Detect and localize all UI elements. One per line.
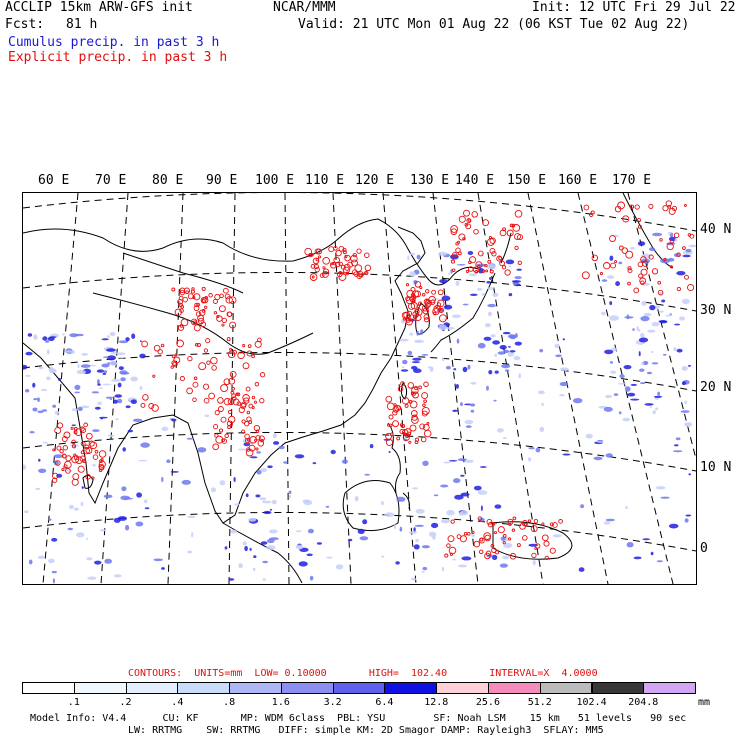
color-bar-swatch [280, 682, 334, 694]
fcst-value: 81 h [66, 17, 98, 32]
lon-label: 130 E [410, 173, 450, 188]
color-bar-swatch [384, 682, 438, 694]
lon-label: 90 E [206, 173, 238, 188]
color-bar-swatch [332, 682, 386, 694]
color-bar-tick-label: .2 [119, 697, 132, 708]
units-label: mm [698, 697, 711, 708]
color-bar-swatch [436, 682, 489, 694]
color-bar-swatch [539, 682, 593, 694]
color-bar-tick-label: 25.6 [475, 697, 500, 708]
valid-time: Valid: 21 UTC Mon 01 Aug 22 (06 KST Tue … [298, 17, 690, 32]
lon-label: 150 E [507, 173, 547, 188]
lat-label: 20 N [700, 380, 732, 395]
lat-label: 0 [700, 541, 708, 556]
color-bar-tick-label: 204.8 [628, 697, 659, 708]
lon-label: 140 E [455, 173, 495, 188]
color-bar-swatch [229, 682, 282, 694]
cumulus-precip-layer [23, 232, 696, 584]
map-canvas [23, 193, 696, 584]
fcst-label: Fcst: [5, 17, 45, 32]
color-bar-tick-label: .8 [223, 697, 236, 708]
color-bar-tick-label: 102.4 [576, 697, 607, 708]
lon-label: 80 E [152, 173, 184, 188]
explicit-legend-label: Explicit precip. in past 3 h [8, 50, 228, 65]
color-bar-tick-label: 1.6 [271, 697, 290, 708]
color-bar-tick-label: 12.8 [424, 697, 449, 708]
model-title: ACCLIP 15km ARW-GFS init [5, 0, 193, 15]
center-title: NCAR/MMM [273, 0, 336, 15]
lon-label: 170 E [612, 173, 652, 188]
lon-label: 60 E [38, 173, 70, 188]
precip-map [22, 192, 697, 585]
color-bar-tick-label: .4 [171, 697, 184, 708]
cumulus-legend-label: Cumulus precip. in past 3 h [8, 35, 220, 50]
color-bar-swatch [73, 682, 127, 694]
color-bar-swatch [643, 682, 696, 694]
coastlines [23, 193, 674, 584]
color-bar-tick-label: .1 [67, 697, 80, 708]
color-bar-swatch [177, 682, 231, 694]
lon-label: 160 E [558, 173, 598, 188]
color-bar-tick-label: 3.2 [323, 697, 342, 708]
color-bar-swatch [487, 682, 541, 694]
physics-info-line: LW: RRTMG SW: RRTMG DIFF: simple KM: 2D … [128, 725, 604, 736]
lat-label: 10 N [700, 460, 732, 475]
lat-label: 40 N [700, 222, 732, 237]
color-bar-tick-label: 51.2 [527, 697, 552, 708]
color-bar-tick-label: 6.4 [375, 697, 394, 708]
explicit-precip-layer [52, 200, 695, 561]
lon-label: 120 E [355, 173, 395, 188]
color-bar-swatch [591, 682, 645, 694]
model-info-line: Model Info: V4.4 CU: KF MP: WDM 6class P… [30, 713, 687, 724]
contours-info: CONTOURS: UNITS=mm LOW= 0.10000 HIGH= 10… [128, 668, 598, 679]
lon-label: 70 E [95, 173, 127, 188]
lat-lon-grid [23, 193, 696, 584]
lon-label: 100 E [255, 173, 295, 188]
lon-label: 110 E [305, 173, 345, 188]
lat-label: 30 N [700, 303, 732, 318]
color-bar-swatch [125, 682, 179, 694]
color-bar-swatch [22, 682, 75, 694]
init-time: Init: 12 UTC Fri 29 Jul 22 [532, 0, 736, 15]
